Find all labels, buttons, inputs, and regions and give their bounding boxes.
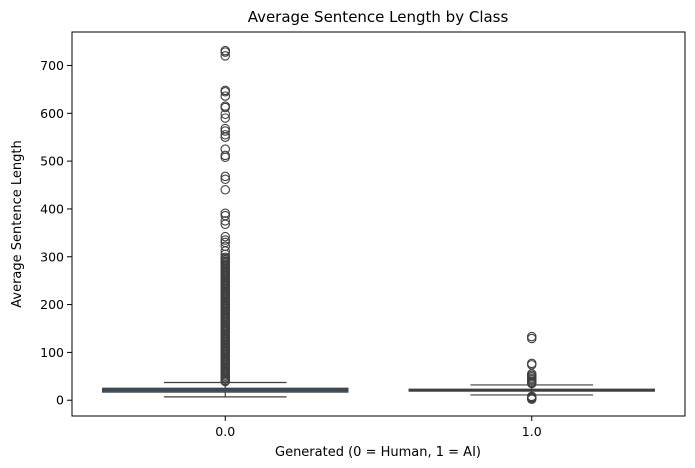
outlier-point — [220, 208, 231, 218]
outlier-point — [220, 132, 231, 142]
outlier-point — [220, 171, 231, 182]
plot-frame — [71, 31, 686, 417]
outlier-point — [220, 152, 231, 163]
outlier-point — [220, 109, 231, 120]
outlier-point — [526, 378, 537, 389]
outlier-point — [220, 102, 231, 113]
outlier-point — [220, 235, 231, 245]
y-tick-label: 700 — [40, 58, 64, 73]
outlier-point — [220, 130, 231, 140]
outlier-point — [526, 394, 537, 405]
outlier-point — [220, 246, 231, 256]
outlier-point — [220, 113, 231, 123]
outlier-point — [220, 87, 231, 97]
outlier-point — [220, 174, 231, 185]
x-axis-label: Generated (0 = Human, 1 = AI) — [275, 445, 481, 460]
outlier-point — [220, 219, 231, 229]
x-tick-label: 1.0 — [522, 424, 542, 439]
y-tick-label: 600 — [40, 106, 64, 121]
outlier-point — [220, 376, 231, 387]
outlier-point — [526, 333, 537, 344]
outlier-point — [220, 185, 231, 195]
outlier-point — [220, 47, 231, 57]
y-tick-label: 100 — [40, 345, 64, 360]
chart-title: Average Sentence Length by Class — [248, 8, 509, 26]
y-tick-label: 0 — [56, 393, 64, 408]
outlier-point — [220, 231, 231, 242]
y-tick-label: 400 — [40, 201, 64, 216]
outlier-point — [220, 91, 231, 101]
y-axis-label: Average Sentence Length — [10, 140, 25, 307]
outlier-point — [220, 51, 231, 61]
y-tick-label: 300 — [40, 249, 64, 264]
x-tick-label: 0.0 — [215, 424, 235, 439]
y-tick-label: 200 — [40, 297, 64, 312]
outlier-point — [526, 360, 537, 370]
y-tick-label: 500 — [40, 154, 64, 169]
outlier-point — [220, 216, 231, 226]
outlier-point — [220, 126, 231, 136]
